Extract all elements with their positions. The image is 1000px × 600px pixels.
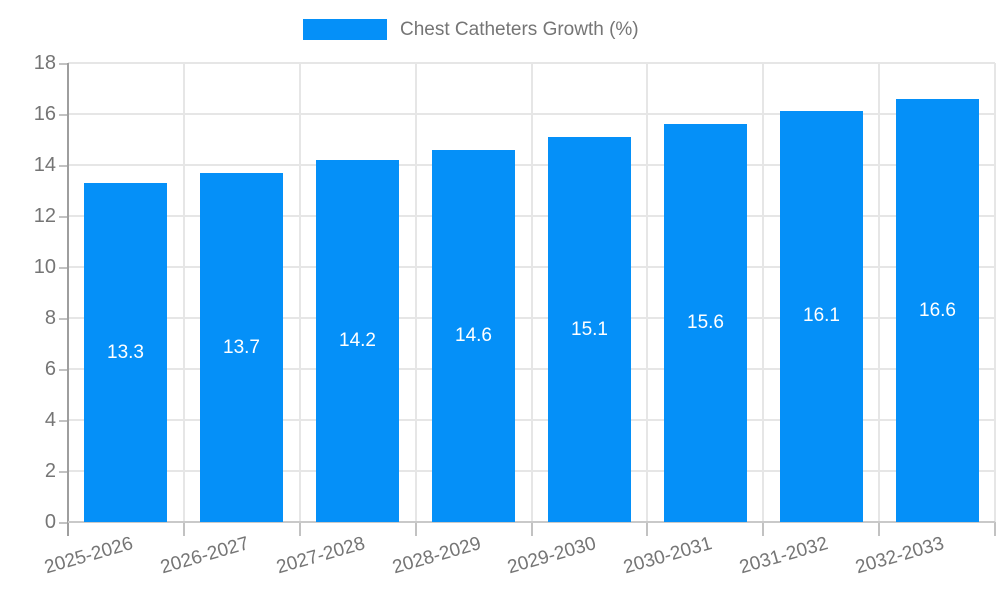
y-tick [59, 369, 68, 371]
bar-value-label: 14.6 [455, 325, 492, 346]
v-gridline [415, 63, 417, 522]
bar-value-label: 16.1 [803, 305, 840, 326]
bar: 13.3 [84, 183, 167, 522]
x-tick [415, 522, 417, 536]
bar-value-label: 16.6 [919, 300, 956, 321]
y-axis-label: 10 [33, 256, 56, 278]
y-tick [59, 522, 68, 524]
y-tick [59, 216, 68, 218]
legend-label: Chest Catheters Growth (%) [400, 19, 639, 40]
bar: 15.1 [548, 137, 631, 522]
x-tick [299, 522, 301, 536]
y-axis-label: 4 [44, 409, 56, 431]
bar: 14.6 [432, 150, 515, 522]
x-axis-label: 2026-2027 [158, 533, 252, 579]
x-tick [994, 522, 996, 536]
y-tick [59, 165, 68, 167]
y-axis-label: 14 [33, 154, 56, 176]
v-gridline [299, 63, 301, 522]
y-axis-label: 8 [44, 307, 56, 329]
x-axis-label: 2025-2026 [42, 533, 136, 579]
y-tick [59, 420, 68, 422]
y-axis-label: 18 [33, 52, 56, 74]
v-gridline [762, 63, 764, 522]
v-gridline [531, 63, 533, 522]
x-axis-label: 2031-2032 [737, 533, 831, 579]
y-tick [59, 267, 68, 269]
x-tick [183, 522, 185, 536]
v-gridline [994, 63, 996, 522]
x-tick [762, 522, 764, 536]
y-axis-label: 6 [44, 358, 56, 380]
v-gridline [183, 63, 185, 522]
y-tick [59, 63, 68, 65]
bar: 15.6 [664, 124, 747, 522]
y-tick [59, 114, 68, 116]
y-axis-label: 16 [33, 103, 56, 125]
x-axis-label: 2029-2030 [505, 533, 599, 579]
legend-item[interactable]: Chest Catheters Growth (%) [303, 19, 639, 40]
x-tick [646, 522, 648, 536]
y-axis-label: 0 [44, 511, 56, 533]
bar-value-label: 14.2 [339, 330, 376, 351]
x-tick [878, 522, 880, 536]
x-axis-label: 2032-2033 [853, 533, 947, 579]
x-tick [531, 522, 533, 536]
v-gridline [878, 63, 880, 522]
y-axis-label: 2 [44, 460, 56, 482]
y-tick [59, 471, 68, 473]
bar: 16.1 [780, 111, 863, 522]
y-axis-line [67, 63, 69, 536]
bar-value-label: 13.7 [223, 337, 260, 358]
bar-value-label: 15.1 [571, 319, 608, 340]
y-axis-label: 12 [33, 205, 56, 227]
legend-swatch [303, 19, 387, 40]
x-axis-label: 2027-2028 [274, 533, 368, 579]
bar-value-label: 15.6 [687, 312, 724, 333]
bar: 16.6 [896, 99, 979, 522]
x-axis-label: 2030-2031 [621, 533, 715, 579]
x-axis-line [68, 521, 995, 523]
x-axis-label: 2028-2029 [390, 533, 484, 579]
y-tick [59, 318, 68, 320]
bar-value-label: 13.3 [107, 342, 144, 363]
bar: 13.7 [200, 173, 283, 522]
bar: 14.2 [316, 160, 399, 522]
v-gridline [646, 63, 648, 522]
